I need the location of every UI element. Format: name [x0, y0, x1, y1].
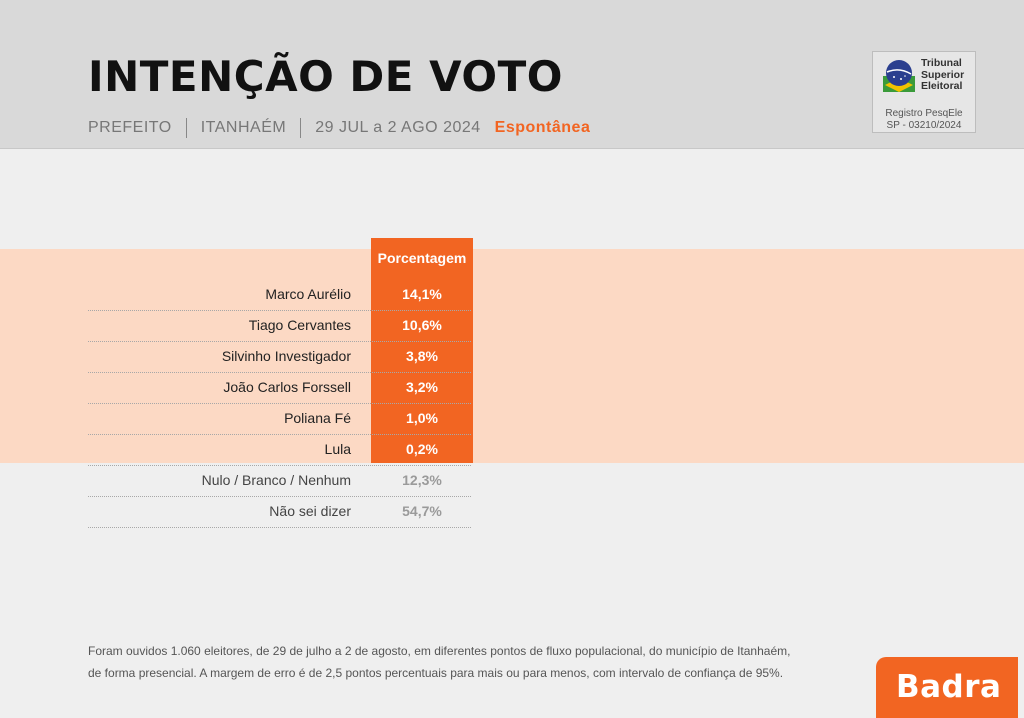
table-row: Não sei dizer 54,7% [88, 497, 471, 528]
table-row: Tiago Cervantes 10,6% [88, 311, 471, 342]
office-label: PREFEITO [88, 119, 172, 136]
survey-type-label: Espontânea [494, 119, 591, 136]
candidate-name: Nulo / Branco / Nenhum [201, 472, 351, 488]
percentage-column [371, 238, 473, 463]
percentage-value: 10,6% [402, 317, 442, 333]
candidate-name: Poliana Fé [284, 410, 351, 426]
registry-box: Tribunal Superior Eleitoral Registro Pes… [872, 51, 976, 133]
table-row: João Carlos Forssell 3,2% [88, 373, 471, 404]
registry-org-line: Tribunal [921, 57, 962, 69]
candidate-name: Não sei dizer [269, 503, 351, 519]
percentage-value: 3,8% [406, 348, 438, 364]
period-label: 29 JUL a 2 AGO 2024 [315, 119, 481, 136]
percentage-value: 14,1% [402, 286, 442, 302]
city-label: ITANHAÉM [200, 119, 287, 136]
divider [185, 118, 187, 138]
footnote-line: Foram ouvidos 1.060 eleitores, de 29 de … [88, 644, 791, 658]
table-row: Nulo / Branco / Nenhum 12,3% [88, 466, 471, 497]
brand-name: Badra [896, 669, 1002, 705]
registry-org-line: Superior [921, 68, 965, 81]
brand-logo: Badra [876, 657, 1018, 718]
table-row: Marco Aurélio 14,1% [88, 280, 471, 311]
footnote: Foram ouvidos 1.060 eleitores, de 29 de … [88, 640, 828, 684]
footnote-line: de forma presencial. A margem de erro é … [88, 666, 784, 680]
registry-info: Registro PesqEle SP - 03210/2024 [873, 108, 975, 132]
percentage-value: 1,0% [406, 410, 438, 426]
page-title: INTENÇÃO DE VOTO [88, 52, 563, 101]
tse-logo-icon [883, 60, 915, 92]
divider [300, 118, 302, 138]
percentage-value: 3,2% [406, 379, 438, 395]
percentage-value: 54,7% [402, 503, 442, 519]
registry-label: Registro PesqEle [885, 108, 963, 119]
candidate-name: Marco Aurélio [265, 286, 351, 302]
registry-org: Tribunal Superior Eleitoral [921, 57, 965, 93]
percentage-value: 0,2% [406, 441, 438, 457]
subtitle: PREFEITO ITANHAÉM 29 JUL a 2 AGO 2024 Es… [88, 118, 590, 138]
column-header: Porcentagem [377, 250, 467, 266]
percentage-value: 12,3% [402, 472, 442, 488]
candidate-name: Silvinho Investigador [221, 348, 351, 364]
header: INTENÇÃO DE VOTO PREFEITO ITANHAÉM 29 JU… [0, 0, 1024, 149]
candidate-name: Tiago Cervantes [248, 317, 351, 333]
highlight-band [0, 249, 1024, 463]
table-row: Silvinho Investigador 3,8% [88, 342, 471, 373]
candidate-name: Lula [324, 441, 351, 457]
candidate-name: João Carlos Forssell [223, 379, 351, 395]
table-row: Poliana Fé 1,0% [88, 404, 471, 435]
registry-org-line: Eleitoral [921, 80, 963, 92]
registry-number: SP - 03210/2024 [886, 120, 962, 131]
table-row: Lula 0,2% [88, 435, 471, 466]
